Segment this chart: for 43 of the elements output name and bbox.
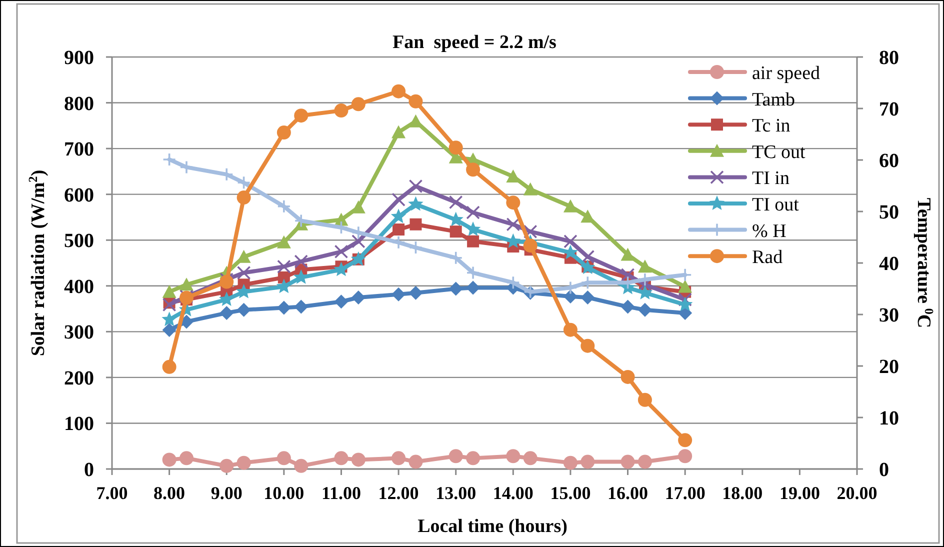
y-tick-label: 200 <box>64 367 94 390</box>
x-tick-label: 9.00 <box>210 483 242 503</box>
x-tick-label: 19.00 <box>779 483 820 503</box>
y-tick-label: 500 <box>64 230 94 252</box>
legend-label: TC out <box>752 142 806 163</box>
chart-title: Fan speed = 2.2 m/s <box>392 32 556 53</box>
y2-tick-label: 50 <box>879 202 899 224</box>
y-tick-label: 400 <box>64 276 94 298</box>
y2-tick-label: 0 <box>879 459 889 481</box>
y-tick-label: 800 <box>64 92 94 115</box>
x-tick-label: 11.00 <box>321 483 361 503</box>
x-tick-label: 7.00 <box>96 483 128 503</box>
y2-tick-label: 30 <box>879 304 899 326</box>
legend-label: Tamb <box>752 89 795 110</box>
x-tick-label: 13.00 <box>436 483 476 503</box>
x-tick-label: 15.00 <box>550 483 591 503</box>
legend-label: TI out <box>752 194 800 216</box>
x-axis-title: Local time (hours) <box>418 516 568 537</box>
y-tick-label: 600 <box>64 184 94 206</box>
x-tick-label: 14.00 <box>492 483 534 503</box>
y-tick-label: 100 <box>64 413 94 436</box>
legend-label: % H <box>752 220 787 242</box>
legend-label: Tc in <box>752 116 791 137</box>
y2-tick-label: 10 <box>879 408 899 430</box>
legend-label: air speed <box>752 63 821 84</box>
y-tick-label: 900 <box>64 47 94 69</box>
y2-tick-label: 80 <box>879 47 899 69</box>
x-tick-label: 16.00 <box>608 483 648 503</box>
x-tick-label: 18.00 <box>722 483 763 503</box>
y-tick-label: 700 <box>64 138 94 161</box>
x-tick-label: 12.00 <box>378 483 419 503</box>
y2-tick-label: 60 <box>879 150 899 172</box>
x-tick-label: 17.00 <box>664 483 706 503</box>
y2-tick-label: 20 <box>879 356 899 378</box>
x-tick-label: 8.00 <box>154 483 186 503</box>
y-tick-label: 300 <box>64 322 94 344</box>
y2-tick-label: 40 <box>879 253 899 275</box>
legend-label: Rad <box>752 247 784 268</box>
legend-label: TI in <box>752 168 790 190</box>
y2-tick-label: 70 <box>879 98 899 120</box>
x-tick-label: 20.00 <box>836 483 878 503</box>
x-tick-label: 10.00 <box>264 483 304 503</box>
y-tick-label: 0 <box>84 459 94 481</box>
